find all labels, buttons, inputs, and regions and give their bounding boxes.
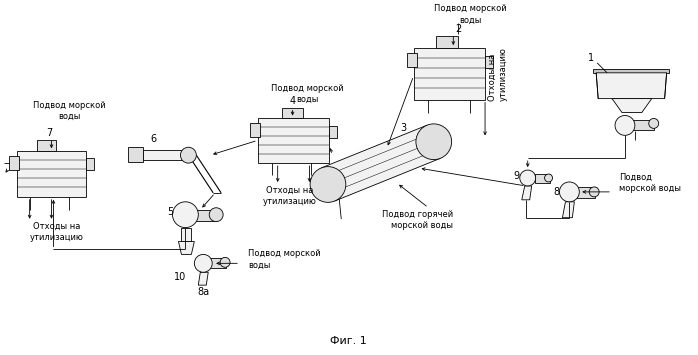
Text: 2: 2 bbox=[455, 24, 461, 34]
Text: Подвод морской
воды: Подвод морской воды bbox=[33, 100, 105, 121]
Text: 7: 7 bbox=[46, 128, 52, 138]
Bar bbox=[282, 108, 304, 119]
Bar bbox=[9, 156, 19, 170]
Text: 4: 4 bbox=[290, 95, 296, 105]
Circle shape bbox=[589, 187, 599, 197]
Text: Отходы на
утилизацию: Отходы на утилизацию bbox=[488, 47, 508, 100]
Text: Подвод морской
воды: Подвод морской воды bbox=[434, 4, 507, 24]
Text: Подвод морской
воды: Подвод морской воды bbox=[271, 84, 344, 104]
Circle shape bbox=[416, 124, 452, 160]
Circle shape bbox=[648, 119, 659, 129]
Bar bbox=[143, 150, 188, 160]
Text: 10: 10 bbox=[174, 272, 186, 282]
Polygon shape bbox=[563, 202, 574, 218]
Bar bbox=[210, 258, 226, 268]
Polygon shape bbox=[596, 73, 667, 99]
Text: 3: 3 bbox=[401, 123, 407, 133]
Text: 5: 5 bbox=[168, 207, 174, 217]
Bar bbox=[485, 56, 493, 68]
Text: Подвод морской
воды: Подвод морской воды bbox=[248, 249, 320, 269]
Circle shape bbox=[520, 170, 535, 186]
Bar bbox=[250, 124, 260, 137]
Text: Подвод горячей
морской воды: Подвод горячей морской воды bbox=[383, 210, 453, 230]
Bar bbox=[36, 140, 57, 151]
Circle shape bbox=[560, 182, 579, 202]
Bar bbox=[128, 147, 143, 162]
Bar bbox=[414, 48, 485, 100]
Circle shape bbox=[194, 255, 212, 272]
Text: 1: 1 bbox=[588, 53, 594, 63]
Text: 9: 9 bbox=[514, 171, 520, 181]
Text: Фиг. 1: Фиг. 1 bbox=[329, 336, 366, 346]
Bar bbox=[17, 151, 86, 197]
Bar bbox=[407, 53, 417, 67]
Polygon shape bbox=[593, 69, 669, 73]
Text: Отходы на
утилизацию: Отходы на утилизацию bbox=[262, 186, 316, 206]
Text: Подвод
морской воды: Подвод морской воды bbox=[619, 173, 681, 193]
Circle shape bbox=[181, 147, 196, 163]
Polygon shape bbox=[198, 272, 208, 285]
Bar bbox=[258, 119, 329, 163]
Bar bbox=[577, 187, 595, 198]
Polygon shape bbox=[321, 125, 440, 201]
Text: 6: 6 bbox=[151, 134, 157, 144]
Bar bbox=[329, 126, 337, 138]
Bar bbox=[181, 228, 191, 241]
Circle shape bbox=[209, 208, 223, 222]
Circle shape bbox=[172, 202, 198, 228]
Polygon shape bbox=[179, 241, 194, 255]
Bar bbox=[632, 120, 654, 130]
Circle shape bbox=[310, 166, 346, 202]
Bar bbox=[86, 158, 94, 170]
Text: 8а: 8а bbox=[198, 287, 209, 297]
Text: Отходы на
утилизацию: Отходы на утилизацию bbox=[29, 222, 83, 242]
Bar bbox=[196, 210, 216, 221]
Polygon shape bbox=[612, 99, 652, 113]
Polygon shape bbox=[522, 186, 532, 200]
Bar bbox=[535, 174, 549, 183]
Circle shape bbox=[220, 257, 230, 267]
Circle shape bbox=[615, 115, 635, 135]
Text: 8: 8 bbox=[554, 187, 560, 197]
Circle shape bbox=[544, 174, 553, 182]
Bar bbox=[436, 36, 459, 48]
